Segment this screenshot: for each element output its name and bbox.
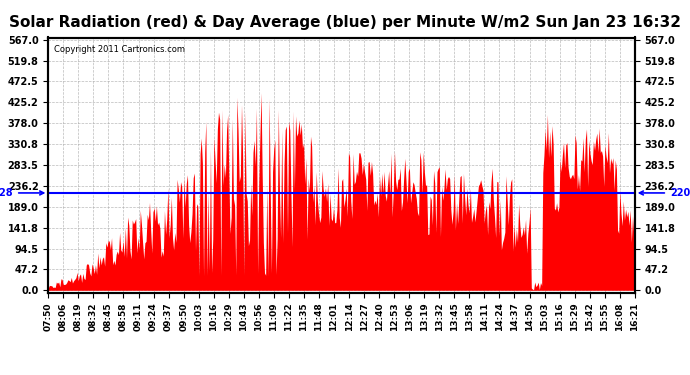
Text: Copyright 2011 Cartronics.com: Copyright 2011 Cartronics.com — [55, 45, 185, 54]
Text: 220.28: 220.28 — [640, 188, 690, 198]
Text: Solar Radiation (red) & Day Average (blue) per Minute W/m2 Sun Jan 23 16:32: Solar Radiation (red) & Day Average (blu… — [9, 15, 681, 30]
Text: 220.28: 220.28 — [0, 188, 43, 198]
